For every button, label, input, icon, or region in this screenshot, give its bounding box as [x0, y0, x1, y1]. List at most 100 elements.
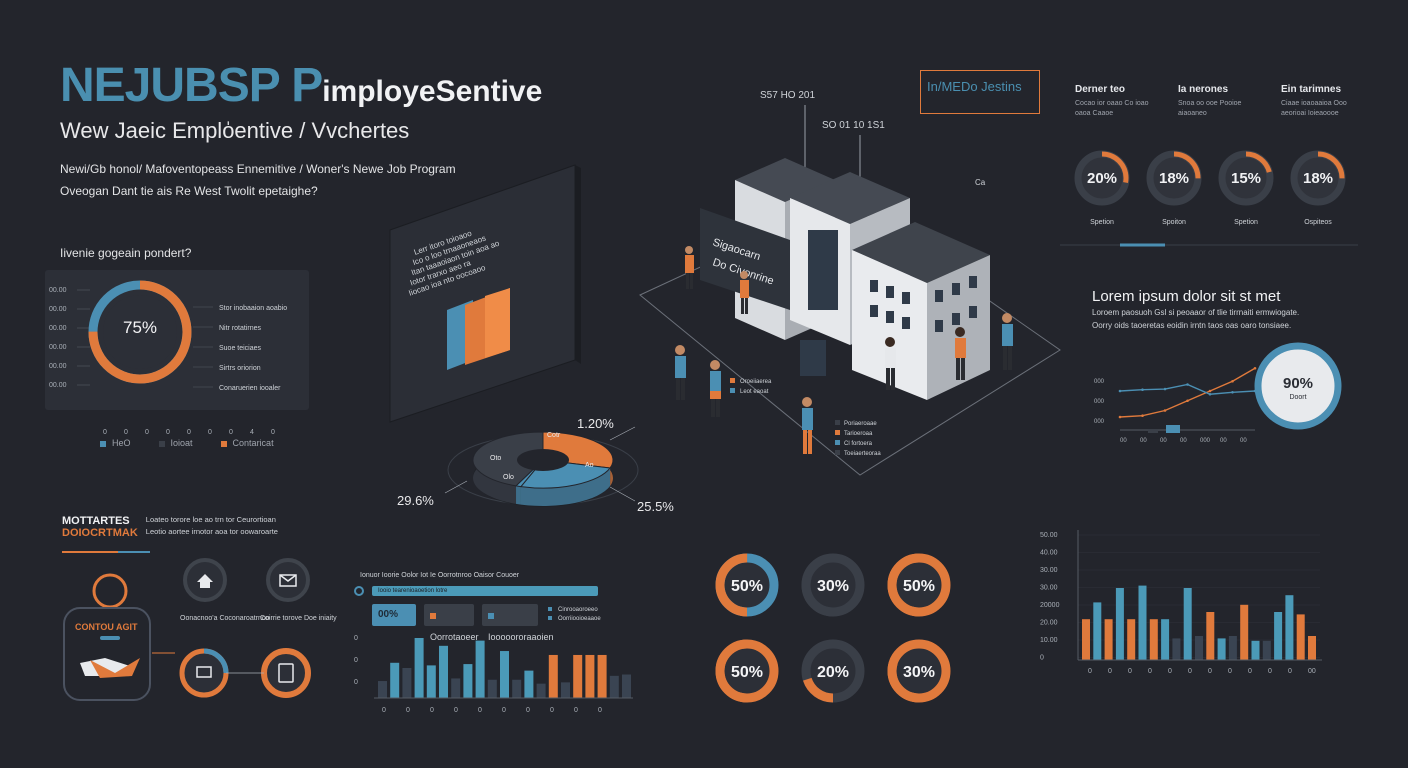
- line-point: [1186, 399, 1189, 403]
- pie-slice-label: Oto: [490, 455, 501, 462]
- x-tick-label: 0: [526, 707, 530, 714]
- y-tick-label: 00.00: [49, 325, 67, 332]
- x-tick-label: 0: [598, 707, 602, 714]
- y-tick-label: 0: [354, 679, 358, 686]
- legend-item: HeO: [100, 438, 131, 448]
- bar: [1240, 604, 1249, 660]
- x-tick-label: 0: [208, 429, 212, 436]
- bar: [1149, 619, 1158, 660]
- x-tick-label: 0: [1108, 668, 1112, 675]
- building-top-label: S57 HO 201: [760, 90, 815, 101]
- bar: [561, 682, 570, 698]
- x-tick-label: 0: [574, 707, 578, 714]
- donut-center-value: 75%: [123, 318, 157, 337]
- donut-value: 50%: [903, 578, 935, 595]
- pie-slice-label: Olo: [503, 474, 514, 481]
- info-donut-value: 20%: [1087, 170, 1117, 187]
- motivation-desc-1: Loateo torore loe ao trn tor Ceurortioan: [145, 515, 276, 524]
- line-point: [1118, 415, 1122, 419]
- donut-grid: 50% 30% 50% 50% 20% 30%: [715, 553, 951, 703]
- y-tick-label: 00.00: [49, 382, 67, 389]
- x-tick-label: 0: [1128, 668, 1132, 675]
- tab-item[interactable]: Iooooororaaoien: [482, 604, 554, 642]
- motivation-block: MOTTARTES DOIOCRTMAK Loateo torore loe a…: [62, 515, 278, 539]
- x-tick-label: 000: [1200, 438, 1211, 444]
- calculator-icon: [261, 648, 311, 698]
- pie-slice-label: Ao: [585, 462, 594, 469]
- info-donut-caption: Spetion: [1234, 219, 1258, 226]
- donut-value: 50%: [731, 664, 763, 681]
- x-tick-label: 4: [250, 429, 254, 436]
- pie-label-right: 25.5%: [637, 499, 674, 514]
- info-donut-arc: [1219, 151, 1273, 205]
- x-tick-label: 00: [1140, 438, 1147, 444]
- right-label: Sirtrs oriorion: [219, 365, 261, 372]
- info-box: In/MEDo Jestins: [920, 70, 1040, 114]
- diagram-label-right: Coirrie torove Doe iniaity: [260, 615, 337, 622]
- info-column-text: Ciaae ioaoaaioa Ooo aeorioai Ioieaoooe: [1281, 100, 1347, 117]
- bar: [1285, 595, 1294, 660]
- donut-arc: [801, 553, 865, 617]
- bar: [536, 683, 546, 698]
- progress-strip: Iooio tearenioaoetion lotre: [372, 586, 598, 596]
- x-tick-label: 00: [1120, 438, 1127, 444]
- legend-item: Tarioeroaa: [844, 431, 873, 437]
- x-tick-label: 0: [1188, 668, 1192, 675]
- bar: [1161, 619, 1170, 660]
- line-point: [1231, 391, 1234, 394]
- info-column-header: Derner teo: [1075, 84, 1126, 95]
- y-tick-label: 0: [354, 635, 358, 642]
- x-tick-label: 00: [1308, 668, 1316, 675]
- bar: [1296, 614, 1305, 660]
- x-tick-label: 0: [103, 429, 107, 436]
- line-point: [1141, 414, 1144, 417]
- donut-arc: [801, 639, 865, 703]
- info-column-header: Ein tarimnes: [1281, 84, 1342, 95]
- bar: [1093, 602, 1102, 660]
- info-column: Ia nerones Snoa oo ooe Pooioe aiaoaneo: [1178, 84, 1258, 119]
- info-donut-caption: Ospiteos: [1304, 219, 1332, 226]
- line-series: [1119, 383, 1256, 395]
- pie-slice-label: Cotr: [547, 432, 561, 439]
- bar: [1104, 619, 1113, 660]
- legend-item: Cl fortoera: [844, 441, 873, 447]
- x-tick-label: 0: [271, 429, 275, 436]
- line-point: [1141, 388, 1144, 391]
- tab-item[interactable]: Oorrotaoeer: [424, 604, 479, 642]
- legend-item: Contaricat: [220, 438, 274, 448]
- y-tick-label: 000: [1094, 399, 1105, 405]
- motivation-diagram: CONTOU AGIT Oonacnoo'a Coconaroatrnoo Co…: [62, 551, 337, 701]
- y-tick-label: 00.00: [49, 344, 67, 351]
- info-box-label: In/MEDo Jestins: [927, 79, 1022, 94]
- bar: [1082, 619, 1090, 660]
- pie-slice: [472, 431, 544, 487]
- bar: [1172, 638, 1181, 660]
- person-figures: [675, 246, 1013, 454]
- big-ring: [1254, 342, 1342, 430]
- bar: [426, 665, 436, 698]
- pie-label-top: 1.20%: [577, 416, 614, 431]
- x-tick-label: 00: [1160, 438, 1167, 444]
- donut-arc: [88, 280, 192, 384]
- x-tick-label: 0: [1288, 668, 1292, 675]
- info-donut-value: 18%: [1303, 170, 1333, 187]
- bar: [1206, 612, 1215, 660]
- y-tick-label: 50.00: [1040, 532, 1058, 539]
- x-tick-label: 0: [550, 707, 554, 714]
- line-point: [1208, 389, 1212, 393]
- bar: [463, 664, 473, 698]
- legend-item: Leot eaoat: [740, 389, 769, 395]
- bar: [512, 679, 522, 698]
- bar: [1308, 636, 1316, 660]
- donut-value: 30%: [903, 664, 935, 681]
- page-header: NEJUBSP PimployeSentive Wew Jaeic Emplo̍…: [60, 62, 580, 199]
- lorem-text-1: Loroem paosuoh Gsl si peoaaor of tlie ti…: [1092, 308, 1300, 317]
- line-point: [1208, 392, 1212, 396]
- bar: [451, 678, 461, 698]
- info-donut-arc: [1147, 151, 1201, 205]
- x-tick-label: 0: [406, 707, 410, 714]
- radio-icon[interactable]: [354, 586, 364, 596]
- y-tick-label: 0: [354, 657, 358, 664]
- info-donut-value: 15%: [1231, 170, 1261, 187]
- tab-value[interactable]: 00%: [372, 604, 416, 626]
